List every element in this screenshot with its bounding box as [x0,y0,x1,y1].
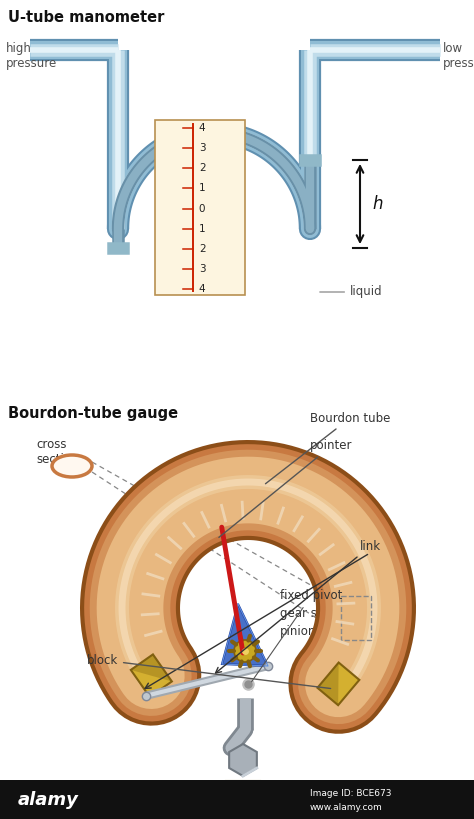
Text: 3: 3 [199,143,205,153]
Text: Image ID: BCE673: Image ID: BCE673 [310,790,392,799]
Text: pressure inlet: pressure inlet [261,807,342,819]
Text: gear sector: gear sector [280,608,347,621]
FancyBboxPatch shape [227,782,259,793]
Text: high
pressure: high pressure [6,42,57,70]
Text: liquid: liquid [320,286,383,298]
Text: 1: 1 [199,224,205,233]
Text: 1: 1 [199,183,205,193]
Polygon shape [131,654,172,697]
FancyBboxPatch shape [0,398,474,819]
FancyBboxPatch shape [155,120,245,295]
Text: 2: 2 [199,163,205,174]
Text: pointer: pointer [219,440,353,537]
FancyBboxPatch shape [0,0,474,398]
Text: h: h [372,195,383,213]
Text: link: link [216,540,381,673]
Polygon shape [131,654,172,681]
Text: cross
section: cross section [36,438,79,466]
Text: 3: 3 [199,264,205,274]
Polygon shape [318,663,338,705]
Polygon shape [229,744,257,776]
Text: low
pressure: low pressure [443,42,474,70]
Polygon shape [222,604,268,666]
Text: Bourdon-tube gauge: Bourdon-tube gauge [8,406,178,421]
Text: 4: 4 [199,284,205,294]
Text: 0: 0 [199,203,205,214]
Text: alamy: alamy [18,791,79,809]
Text: Bourdon tube: Bourdon tube [265,411,391,484]
Text: 2: 2 [199,244,205,254]
Text: 4: 4 [199,123,205,133]
Text: pinion: pinion [280,626,316,639]
Polygon shape [318,663,359,705]
Text: block: block [87,654,331,689]
Circle shape [234,640,256,662]
Text: U-tube manometer: U-tube manometer [8,10,164,25]
FancyBboxPatch shape [0,780,474,819]
Text: www.alamy.com: www.alamy.com [310,803,383,812]
Ellipse shape [52,455,92,477]
Text: fixed pivot: fixed pivot [252,590,342,681]
FancyBboxPatch shape [226,781,260,809]
